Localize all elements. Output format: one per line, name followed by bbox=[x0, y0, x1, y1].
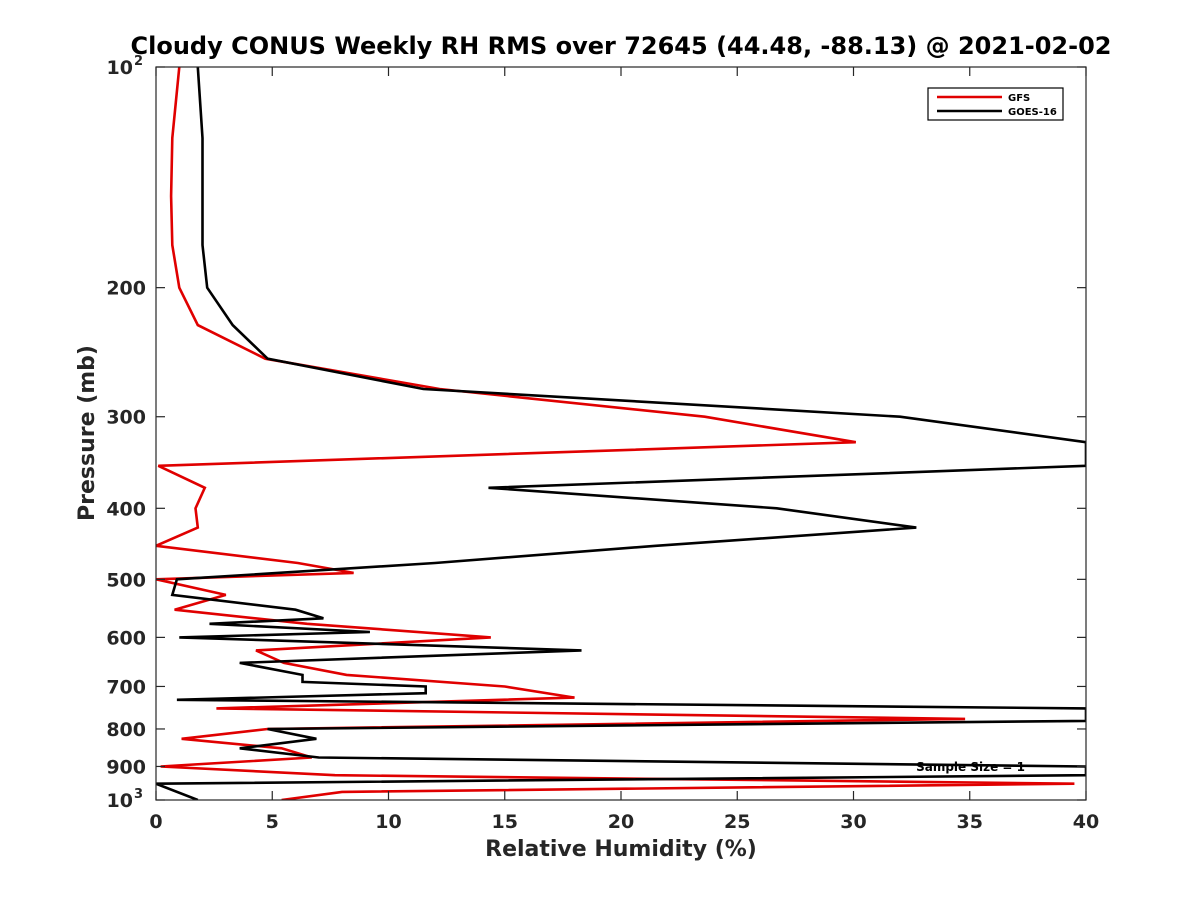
x-tick-label: 35 bbox=[957, 811, 983, 833]
x-tick-label: 0 bbox=[149, 811, 162, 833]
chart-title: Cloudy CONUS Weekly RH RMS over 72645 (4… bbox=[131, 32, 1112, 60]
y-tick-label: 600 bbox=[106, 627, 146, 649]
x-tick-label: 10 bbox=[375, 811, 401, 833]
legend-label-gfs: GFS bbox=[1008, 93, 1030, 104]
y-tick-label: 800 bbox=[106, 719, 146, 741]
legend-box bbox=[927, 87, 1064, 121]
x-axis: 0 5 10 15 20 25 30 35 40 bbox=[149, 67, 1099, 833]
legend: GFS GOES-16 bbox=[927, 87, 1064, 121]
y-tick-label: 700 bbox=[106, 676, 146, 698]
y-tick-label: 300 bbox=[106, 407, 146, 429]
y-tick-label-exponent: 3 bbox=[134, 787, 143, 802]
plot-lines bbox=[156, 67, 1086, 800]
y-tick-label-base: 10 bbox=[107, 57, 133, 79]
y-tick-label: 500 bbox=[106, 569, 146, 591]
series-line-gfs bbox=[156, 67, 1075, 800]
y-tick-label: 900 bbox=[106, 756, 146, 778]
y-tick-label: 200 bbox=[106, 278, 146, 300]
x-axis-label: Relative Humidity (%) bbox=[485, 837, 757, 862]
y-axis-label: Pressure (mb) bbox=[75, 345, 100, 521]
legend-label-goes16: GOES-16 bbox=[1008, 107, 1057, 118]
y-tick-label: 400 bbox=[106, 498, 146, 520]
x-tick-label: 15 bbox=[492, 811, 518, 833]
y-tick-label-base: 10 bbox=[107, 790, 133, 812]
plot-area-frame bbox=[155, 66, 1087, 801]
series-line-goes-16 bbox=[156, 67, 1086, 800]
x-tick-label: 25 bbox=[724, 811, 750, 833]
x-tick-label: 40 bbox=[1073, 811, 1099, 833]
sample-size-annotation: Sample Size = 1 bbox=[916, 760, 1025, 774]
x-tick-label: 20 bbox=[608, 811, 634, 833]
y-tick-label-exponent: 2 bbox=[134, 54, 143, 69]
x-tick-label: 5 bbox=[266, 811, 279, 833]
x-tick-label: 30 bbox=[840, 811, 866, 833]
